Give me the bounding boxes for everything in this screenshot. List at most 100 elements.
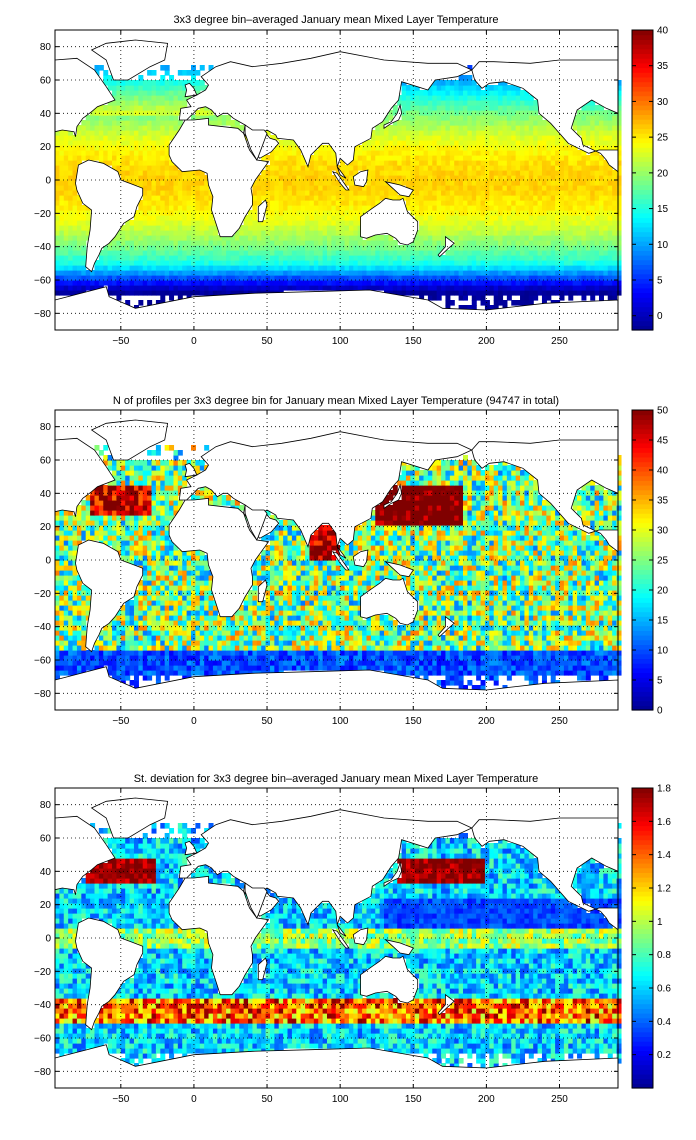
heatmap-cell — [476, 110, 482, 116]
heatmap-cell — [607, 230, 613, 236]
heatmap-cell — [357, 145, 363, 151]
heatmap-cell — [476, 145, 482, 151]
heatmap-cell — [445, 220, 451, 226]
heatmap-cell — [533, 140, 539, 146]
heatmap-cell — [498, 215, 504, 221]
heatmap-cell — [484, 210, 490, 216]
heatmap-cell — [265, 265, 271, 271]
heatmap-cell — [283, 165, 289, 171]
heatmap-cell — [212, 275, 218, 281]
heatmap-cell — [155, 240, 161, 246]
heatmap-cell — [392, 265, 398, 271]
heatmap-cell — [160, 90, 166, 96]
heatmap-cell — [489, 655, 495, 661]
heatmap-cell — [309, 155, 315, 161]
heatmap-cell — [278, 660, 284, 666]
heatmap-cell — [612, 655, 618, 661]
heatmap-cell — [81, 650, 87, 656]
heatmap-cell — [125, 80, 131, 86]
heatmap-cell — [410, 125, 416, 131]
heatmap-cell — [248, 210, 254, 216]
heatmap-cell — [563, 180, 569, 186]
heatmap-cell — [423, 250, 429, 256]
heatmap-cell — [581, 245, 587, 251]
heatmap-cell — [147, 300, 153, 306]
heatmap-cell — [493, 95, 499, 101]
heatmap-cell — [388, 130, 394, 136]
heatmap-cell — [480, 180, 486, 186]
heatmap-cell — [204, 230, 210, 236]
heatmap-cell — [169, 200, 175, 206]
heatmap-cell — [142, 665, 148, 671]
heatmap-cell — [72, 220, 78, 226]
heatmap-cell — [458, 180, 464, 186]
heatmap-cell — [129, 115, 135, 121]
heatmap-cell — [291, 665, 297, 671]
heatmap-cell — [138, 130, 144, 136]
heatmap-cell — [322, 150, 328, 156]
heatmap-cell — [326, 230, 332, 236]
heatmap-cell — [283, 265, 289, 271]
heatmap-cell — [489, 105, 495, 111]
heatmap-cell — [405, 150, 411, 156]
heatmap-cell — [173, 665, 179, 671]
heatmap-cell — [305, 655, 311, 661]
heatmap-cell — [370, 155, 376, 161]
heatmap-cell — [502, 190, 508, 196]
heatmap-cell — [405, 260, 411, 266]
heatmap-cell — [370, 280, 376, 286]
heatmap-cell — [462, 290, 468, 296]
heatmap-cell — [357, 265, 363, 271]
heatmap-cell — [309, 165, 315, 171]
heatmap-cell — [502, 270, 508, 276]
heatmap-cell — [269, 265, 275, 271]
heatmap-cell — [563, 210, 569, 216]
heatmap-cell — [81, 260, 87, 266]
heatmap-cell — [195, 250, 201, 256]
heatmap-cell — [217, 270, 223, 276]
heatmap-cell — [340, 215, 346, 221]
heatmap-cell — [515, 275, 521, 281]
heatmap-cell — [326, 265, 332, 271]
heatmap-cell — [173, 210, 179, 216]
heatmap-cell — [546, 195, 552, 201]
heatmap-cell — [120, 270, 126, 276]
heatmap-cell — [116, 250, 122, 256]
heatmap-cell — [226, 655, 232, 661]
heatmap-cell — [256, 175, 262, 181]
heatmap-cell — [68, 275, 74, 281]
heatmap-cell — [616, 170, 622, 176]
heatmap-cell — [563, 285, 569, 291]
heatmap-cell — [322, 185, 328, 191]
heatmap-cell — [283, 235, 289, 241]
heatmap-cell — [581, 195, 587, 201]
heatmap-cell — [489, 185, 495, 191]
heatmap-cell — [230, 665, 236, 671]
heatmap-cell — [537, 255, 543, 261]
heatmap-cell — [186, 245, 192, 251]
heatmap-cell — [133, 135, 139, 141]
heatmap-cell — [221, 290, 227, 296]
heatmap-cell — [458, 90, 464, 96]
heatmap-cell — [103, 120, 109, 126]
heatmap-cell — [107, 665, 113, 671]
heatmap-cell — [441, 90, 447, 96]
heatmap-cell — [370, 190, 376, 196]
heatmap-cell — [305, 165, 311, 171]
heatmap-cell — [454, 170, 460, 176]
colorbar-tick-label: 35 — [657, 61, 669, 72]
heatmap-cell — [112, 155, 118, 161]
heatmap-cell — [550, 670, 556, 676]
heatmap-cell — [326, 270, 332, 276]
heatmap-cell — [63, 665, 69, 671]
heatmap-cell — [445, 90, 451, 96]
heatmap-cell — [103, 280, 109, 286]
panel-temperature-colorbar — [631, 29, 654, 331]
heatmap-cell — [208, 290, 214, 296]
heatmap-cell — [199, 660, 205, 666]
heatmap-cell — [142, 200, 148, 206]
heatmap-cell — [177, 665, 183, 671]
heatmap-cell — [252, 250, 258, 256]
heatmap-cell — [112, 125, 118, 131]
